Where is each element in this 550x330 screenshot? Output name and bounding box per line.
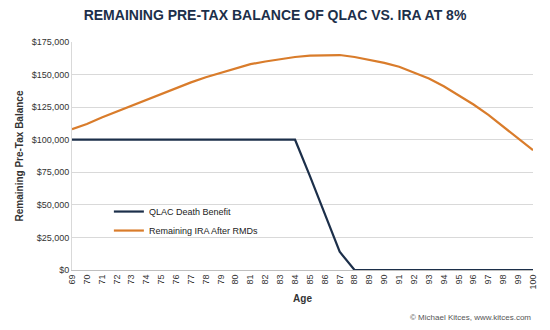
svg-text:77: 77 [186, 275, 196, 285]
svg-text:89: 89 [364, 275, 374, 285]
svg-text:72: 72 [112, 275, 122, 285]
svg-text:74: 74 [141, 275, 151, 285]
svg-text:$75,000: $75,000 [37, 167, 70, 177]
svg-text:100: 100 [528, 275, 538, 290]
svg-text:94: 94 [439, 275, 449, 285]
svg-text:Age: Age [293, 293, 312, 304]
svg-text:82: 82 [260, 275, 270, 285]
svg-text:90: 90 [379, 275, 389, 285]
svg-text:QLAC Death Benefit: QLAC Death Benefit [149, 207, 231, 217]
svg-text:85: 85 [305, 275, 315, 285]
svg-text:75: 75 [156, 275, 166, 285]
svg-text:99: 99 [513, 275, 523, 285]
svg-text:96: 96 [468, 275, 478, 285]
svg-text:81: 81 [245, 275, 255, 285]
svg-text:© Michael Kitces, www.kitces.c: © Michael Kitces, www.kitces.com [410, 313, 531, 322]
svg-text:69: 69 [67, 275, 77, 285]
svg-text:71: 71 [97, 275, 107, 285]
svg-text:86: 86 [320, 275, 330, 285]
svg-text:$0: $0 [59, 265, 69, 275]
svg-text:70: 70 [82, 275, 92, 285]
svg-text:92: 92 [409, 275, 419, 285]
svg-text:REMAINING PRE-TAX BALANCE OF Q: REMAINING PRE-TAX BALANCE OF QLAC VS. IR… [84, 7, 467, 23]
svg-text:$125,000: $125,000 [32, 102, 70, 112]
svg-text:$175,000: $175,000 [32, 37, 70, 47]
svg-text:$25,000: $25,000 [37, 233, 70, 243]
svg-text:88: 88 [349, 275, 359, 285]
svg-text:$150,000: $150,000 [32, 70, 70, 80]
svg-text:78: 78 [201, 275, 211, 285]
svg-text:80: 80 [231, 275, 241, 285]
svg-text:98: 98 [498, 275, 508, 285]
svg-text:95: 95 [454, 275, 464, 285]
svg-text:84: 84 [290, 275, 300, 285]
svg-text:Remaining Pre-Tax Balance: Remaining Pre-Tax Balance [14, 90, 25, 221]
svg-text:97: 97 [483, 275, 493, 285]
svg-text:91: 91 [394, 275, 404, 285]
svg-text:87: 87 [335, 275, 345, 285]
svg-text:79: 79 [216, 275, 226, 285]
svg-text:83: 83 [275, 275, 285, 285]
svg-text:73: 73 [126, 275, 136, 285]
svg-text:76: 76 [171, 275, 181, 285]
svg-text:$100,000: $100,000 [32, 135, 70, 145]
svg-text:93: 93 [424, 275, 434, 285]
svg-text:$50,000: $50,000 [37, 200, 70, 210]
svg-text:Remaining IRA After RMDs: Remaining IRA After RMDs [149, 226, 258, 236]
